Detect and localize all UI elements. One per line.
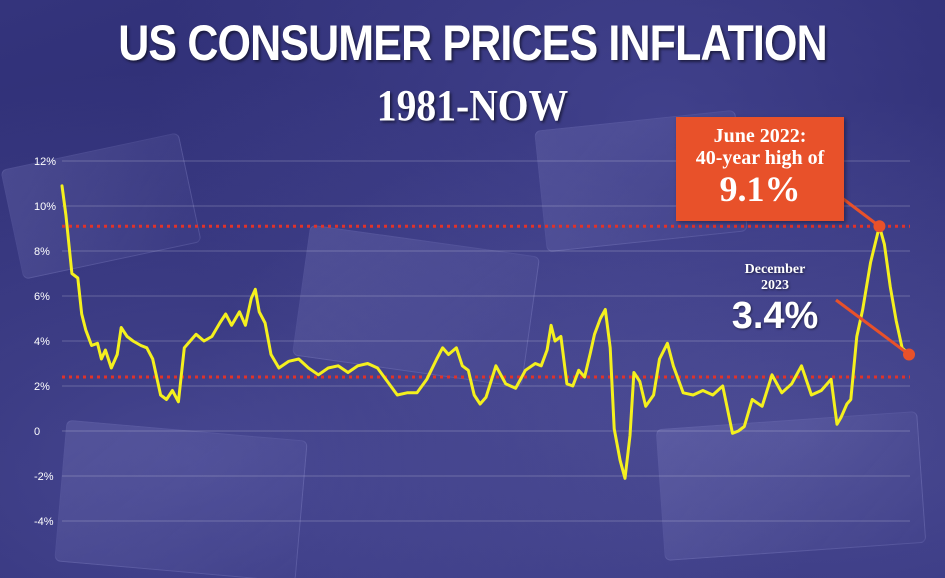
latest-annotation-month: December — [744, 262, 806, 277]
y-tick-label: 8% — [34, 246, 50, 258]
highlight-point — [903, 348, 916, 361]
peak-annotation-date: June 2022: — [713, 125, 807, 147]
y-tick-label: 0 — [34, 426, 40, 438]
highlight-point — [873, 220, 886, 233]
y-tick-label: -4% — [34, 516, 54, 528]
peak-annotation-value: 9.1% — [719, 169, 801, 209]
y-tick-label: 2% — [34, 381, 50, 393]
y-tick-label: 4% — [34, 336, 50, 348]
y-axis-ticks: 12% 10% 8% 6% 4% 2% 0 -2% -4% — [34, 156, 56, 528]
chart-subtitle: 1981-NOW — [376, 81, 569, 130]
chart-title: US CONSUMER PRICES INFLATION — [118, 15, 827, 71]
latest-connector — [835, 298, 910, 356]
peak-annotation-box: June 2022: 40-year high of 9.1% — [676, 117, 844, 221]
latest-annotation-value: 3.4% — [731, 295, 819, 337]
latest-annotation: December 2023 3.4% — [720, 262, 830, 338]
y-tick-label: -2% — [34, 471, 54, 483]
series-line — [60, 184, 911, 480]
annotation-connectors — [835, 196, 910, 356]
y-tick-label: 6% — [34, 291, 50, 303]
latest-annotation-year: 2023 — [761, 278, 789, 293]
peak-annotation-text: 40-year high of — [695, 147, 825, 169]
reference-lines — [62, 224, 910, 379]
y-tick-label: 12% — [34, 156, 56, 168]
y-tick-label: 10% — [34, 201, 56, 213]
peak-connector — [841, 196, 881, 228]
highlight-points — [873, 220, 916, 361]
